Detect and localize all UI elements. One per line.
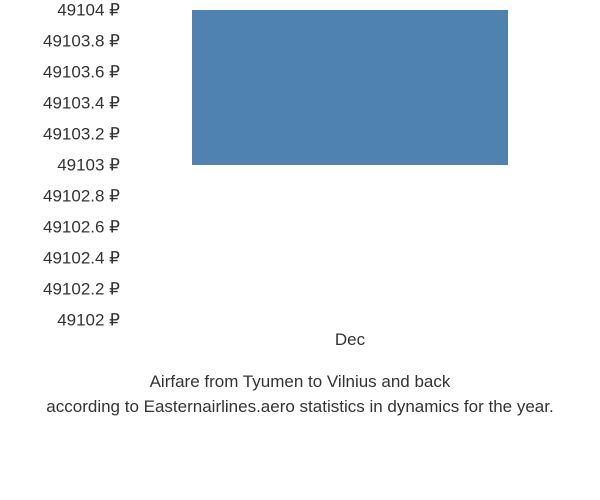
y-axis-tick-label: 49102.6 ₽ <box>0 219 120 236</box>
chart-caption: Airfare from Tyumen to Vilnius and back … <box>0 370 600 419</box>
airfare-bar-chart: Airfare from Tyumen to Vilnius and back … <box>0 0 600 500</box>
bar-dec <box>192 10 509 165</box>
caption-line-2: according to Easternairlines.aero statis… <box>46 397 553 416</box>
caption-line-1: Airfare from Tyumen to Vilnius and back <box>150 372 451 391</box>
y-axis-tick-label: 49103.4 ₽ <box>0 95 120 112</box>
y-axis-tick-label: 49103 ₽ <box>0 157 120 174</box>
y-axis-tick-label: 49102.8 ₽ <box>0 188 120 205</box>
y-axis-tick-label: 49103.6 ₽ <box>0 64 120 81</box>
y-axis-tick-label: 49102 ₽ <box>0 312 120 329</box>
y-axis-tick-label: 49102.2 ₽ <box>0 281 120 298</box>
x-axis-label: Dec <box>130 330 570 350</box>
y-axis-tick-label: 49102.4 ₽ <box>0 250 120 267</box>
y-axis-tick-label: 49103.2 ₽ <box>0 126 120 143</box>
y-axis-tick-label: 49103.8 ₽ <box>0 33 120 50</box>
y-axis-tick-label: 49104 ₽ <box>0 2 120 19</box>
plot-area <box>130 10 570 320</box>
